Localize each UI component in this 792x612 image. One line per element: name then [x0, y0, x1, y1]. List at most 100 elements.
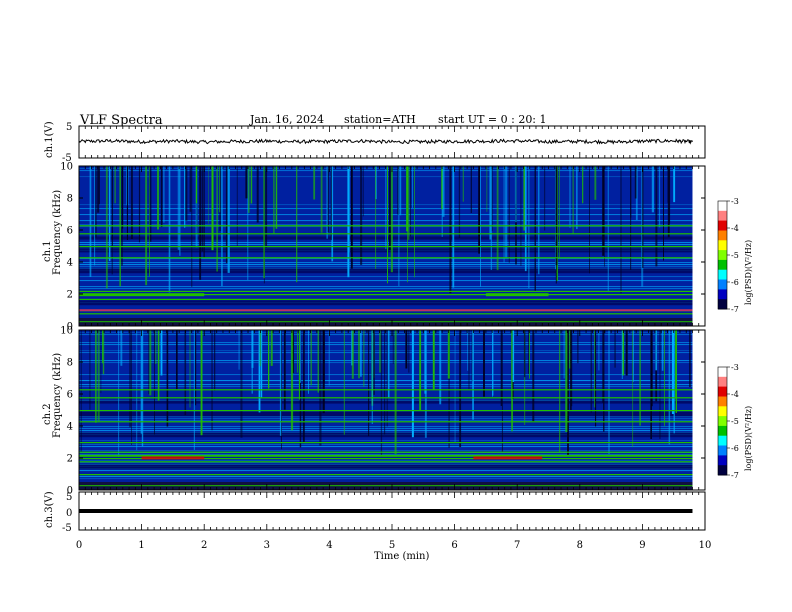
spec-noise-row — [79, 342, 693, 344]
spec-sferic — [524, 330, 526, 425]
spec-sferic — [95, 330, 97, 423]
spec-sferic — [160, 330, 163, 376]
ch2-spectrogram-panel: 0 2 4 6 8 10 ch.2 Frequency (kHz) — [42, 326, 706, 497]
spec-sferic — [184, 330, 187, 416]
colorbar-segment — [718, 259, 727, 271]
x-tick-label: 5 — [389, 540, 395, 551]
spec-sferic — [399, 166, 402, 216]
spec-sferic — [238, 330, 240, 370]
spec-sferic — [102, 330, 103, 364]
spec-noise-row — [79, 426, 693, 428]
spec-sferic — [89, 166, 92, 277]
spec-sferic — [245, 166, 248, 199]
spec-noise-row — [79, 384, 693, 386]
spec-band-line — [79, 313, 693, 315]
spec-sferic — [397, 166, 399, 215]
spec-sferic — [248, 166, 250, 213]
spec-sferic — [602, 330, 604, 403]
spec-noise-row — [79, 428, 693, 430]
spec-sferic — [154, 330, 155, 435]
spec-sferic — [299, 330, 301, 383]
spec-sferic — [632, 330, 634, 382]
spec-strong-band — [79, 454, 693, 457]
spec-noise-row — [79, 350, 693, 352]
spec-noise-row — [79, 362, 693, 364]
spec-sferic — [555, 166, 557, 284]
ch2-spec-ylabel-top: ch.2 — [42, 403, 53, 425]
spec-dark-band — [79, 464, 693, 470]
spec-sferic — [290, 330, 294, 431]
spec-sferic — [251, 330, 253, 394]
spec-sferic — [236, 166, 238, 246]
spec-sferic — [500, 330, 502, 406]
spec-sferic — [268, 330, 270, 389]
spec-noise-row — [79, 264, 693, 266]
spec-sferic — [621, 330, 625, 376]
spec-dark-band — [79, 268, 693, 274]
spec-sferic — [360, 330, 362, 377]
spec-sferic — [320, 166, 323, 233]
colorbar-tick-label: -5 — [731, 251, 739, 260]
spec-sferic — [673, 166, 676, 203]
spec-sferic — [478, 166, 480, 254]
x-tick-label: 8 — [577, 540, 583, 551]
spec-sferic — [240, 330, 243, 438]
spec-sferic — [655, 330, 658, 371]
spec-sferic — [595, 330, 597, 427]
x-tick-label: 7 — [514, 540, 520, 551]
spec-sferic — [203, 166, 205, 258]
time-axis: 0 1 2 3 4 5 6 7 8 9 10 — [76, 126, 711, 551]
spec-sferic — [98, 166, 100, 205]
spec-band-line — [79, 290, 693, 292]
spec-sferic — [263, 166, 265, 279]
colorbar-segment — [718, 279, 727, 290]
ch3-ylabel: ch.3(V) — [44, 491, 55, 528]
spec-sferic — [166, 330, 169, 427]
spec-noise-row — [79, 262, 693, 264]
colorbar-segment — [718, 416, 727, 427]
spec-sferic — [386, 330, 388, 427]
spec-sferic — [635, 166, 638, 220]
spec-noise-row — [79, 374, 693, 376]
ch2-colorbar: -3 -4 -5 -6 -7 log(PSD)(V²/Hz) — [717, 363, 753, 480]
spec-sferic — [572, 166, 574, 234]
spec-strong-band — [485, 293, 549, 297]
spec-sferic — [273, 166, 275, 234]
ch1-waveform-panel: 5 -5 ch.1(V) — [44, 121, 706, 164]
spec-sferic — [424, 330, 427, 438]
spec-sferic — [250, 166, 253, 204]
spec-noise-row — [79, 286, 693, 288]
spec-ytick-label: 4 — [67, 258, 73, 269]
spec-sferic — [313, 166, 316, 200]
spec-sferic — [620, 166, 622, 294]
spec-sferic — [492, 330, 493, 397]
spec-sferic — [102, 330, 105, 375]
colorbar-segment — [718, 435, 727, 446]
spec-sferic — [390, 166, 393, 273]
spec-sferic — [219, 166, 221, 213]
spec-sferic — [408, 330, 410, 373]
spec-sferic — [348, 166, 350, 253]
spec-sferic — [412, 166, 413, 208]
spec-sferic — [667, 166, 670, 238]
spec-sferic — [94, 166, 96, 266]
colorbar-segment — [718, 240, 727, 251]
spec-ytick-label: 4 — [67, 422, 73, 433]
spec-sferic — [350, 166, 353, 269]
figure-title: VLF Spectra — [79, 113, 163, 128]
spec-sferic — [576, 166, 578, 230]
spec-sferic — [160, 166, 163, 228]
spec-sferic — [177, 166, 180, 250]
spec-sferic — [379, 330, 381, 373]
spec-noise-row — [79, 280, 693, 282]
x-tick-label: 1 — [138, 540, 144, 551]
spec-noise-row — [79, 478, 693, 480]
spec-sferic — [511, 330, 513, 427]
colorbar-segment — [718, 406, 727, 417]
x-tick-label: 4 — [326, 540, 332, 551]
spec-sferic — [208, 166, 209, 224]
spec-sferic — [157, 166, 159, 230]
colorbar-label: log(PSD)(V²/Hz) — [744, 406, 753, 471]
spec-ytick-label: 2 — [67, 290, 73, 301]
spec-sferic — [594, 330, 596, 408]
